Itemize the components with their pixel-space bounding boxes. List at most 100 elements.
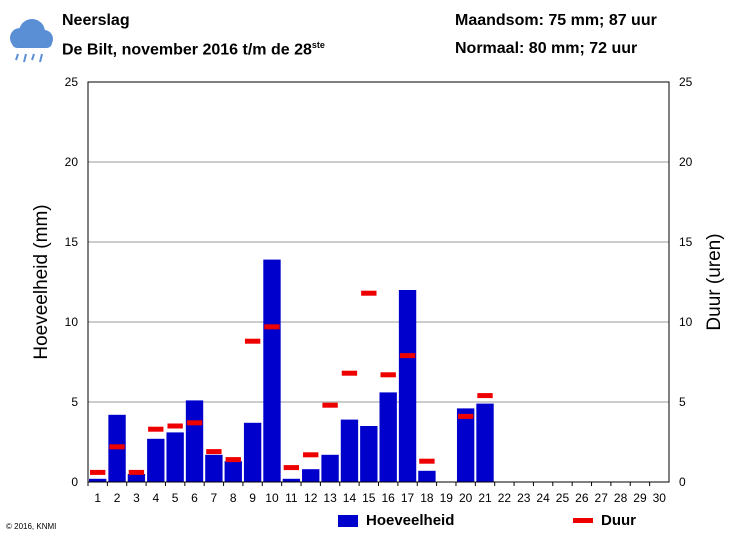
duration-marker [244, 338, 261, 344]
x-tick-label: 30 [653, 491, 667, 505]
duration-marker [477, 393, 493, 399]
subtitle-text: De Bilt, november 2016 t/m de 28 [62, 41, 312, 59]
duration-marker [361, 290, 377, 296]
bar-layer [89, 259, 494, 482]
x-tick-label: 26 [575, 491, 589, 505]
bar-amount [263, 259, 281, 482]
x-tick-label: 9 [249, 491, 256, 505]
x-tick-label: 29 [633, 491, 647, 505]
duration-marker [90, 469, 106, 475]
duration-marker [264, 324, 280, 330]
y-tick-label: 0 [71, 475, 78, 489]
x-tick-label: 4 [152, 491, 159, 505]
x-tick-label: 14 [343, 491, 357, 505]
plot-frame [87, 81, 670, 483]
duration-marker [128, 469, 145, 475]
x-tick-label: 17 [401, 491, 415, 505]
y2-tick-label: 10 [679, 315, 693, 329]
x-tick-label: 28 [614, 491, 628, 505]
x-tick-label: 15 [362, 491, 376, 505]
y-tick-label: 20 [65, 155, 79, 169]
duration-marker [283, 465, 300, 471]
x-tick-label: 11 [285, 491, 298, 505]
duration-layer [90, 290, 493, 475]
x-tick-label: 19 [440, 491, 454, 505]
x-tick-label: 18 [420, 491, 434, 505]
x-tick-label: 10 [265, 491, 279, 505]
duration-marker [380, 372, 396, 378]
duration-marker [322, 402, 338, 408]
y-tick-label: 5 [71, 395, 78, 409]
x-tick-label: 27 [595, 491, 609, 505]
legend-label-amount: Hoeveelheid [366, 512, 455, 529]
grid-layer [88, 81, 669, 403]
duration-marker [167, 423, 183, 429]
x-tick-label: 12 [304, 491, 318, 505]
duration-marker [109, 444, 125, 450]
x-tick-label: 25 [556, 491, 570, 505]
bar-amount [243, 422, 262, 482]
x-tick-label: 24 [536, 491, 550, 505]
bar-amount [166, 432, 184, 482]
y2-tick-label: 15 [679, 235, 693, 249]
y2-tick-label: 5 [679, 395, 686, 409]
x-tick-label: 16 [382, 491, 396, 505]
duration-marker [341, 370, 358, 376]
month-summary: Maandsom: 75 mm; 87 uur [455, 12, 657, 29]
bar-amount [321, 454, 339, 482]
x-tick-label: 6 [191, 491, 198, 505]
duration-marker [225, 457, 241, 463]
duration-marker [303, 452, 319, 458]
bar-amount [476, 403, 494, 482]
y-tick-label: 15 [65, 235, 79, 249]
copyright-credit: © 2016, KNMI [6, 522, 57, 531]
duration-marker [457, 413, 474, 419]
bar-amount [224, 461, 242, 482]
chart-subtitle: De Bilt, november 2016 t/m de 28ste [62, 40, 325, 59]
bar-amount [127, 474, 146, 482]
y-tick-label: 25 [65, 75, 79, 89]
bar-amount [340, 419, 359, 482]
x-tick-label: 2 [114, 491, 121, 505]
normal-summary: Normaal: 80 mm; 72 uur [455, 40, 638, 57]
bar-amount [398, 290, 417, 482]
bar-amount [360, 426, 378, 482]
chart-title: Neerslag [62, 12, 130, 29]
rain-cloud-icon [4, 12, 58, 66]
x-tick-label: 22 [498, 491, 512, 505]
bar-amount [456, 408, 475, 482]
y-axis-title: Hoeveelheid (mm) [31, 204, 52, 360]
x-tick-label: 20 [459, 491, 473, 505]
x-tick-label: 5 [172, 491, 179, 505]
y2-tick-label: 0 [679, 475, 686, 489]
x-tick-label: 23 [517, 491, 531, 505]
x-tick-label: 8 [230, 491, 237, 505]
bar-amount [379, 392, 397, 482]
subtitle-superscript: ste [311, 40, 325, 50]
x-tick-label: 7 [211, 491, 218, 505]
legend-item-duration: Duur [573, 512, 636, 529]
legend-item-amount: Hoeveelheid [338, 512, 454, 529]
x-tick-label: 21 [478, 491, 492, 505]
legend-swatch-amount [338, 514, 358, 527]
bar-amount [89, 478, 107, 482]
y-tick-label: 10 [65, 315, 79, 329]
bar-amount [418, 470, 436, 482]
x-tick-label: 13 [323, 491, 337, 505]
y2-axis-title: Duur (uren) [704, 233, 725, 331]
duration-marker [186, 420, 203, 426]
duration-marker [419, 458, 435, 464]
duration-marker [206, 449, 222, 455]
y2-tick-label: 20 [679, 155, 693, 169]
bar-amount [282, 478, 301, 482]
bar-amount [147, 438, 165, 482]
legend-label-duration: Duur [601, 512, 636, 529]
x-tick-label: 1 [94, 491, 101, 505]
duration-marker [148, 426, 164, 432]
bar-amount [185, 400, 204, 482]
y2-tick-label: 25 [679, 75, 693, 89]
duration-marker [399, 353, 416, 359]
legend-swatch-duration [573, 518, 593, 523]
